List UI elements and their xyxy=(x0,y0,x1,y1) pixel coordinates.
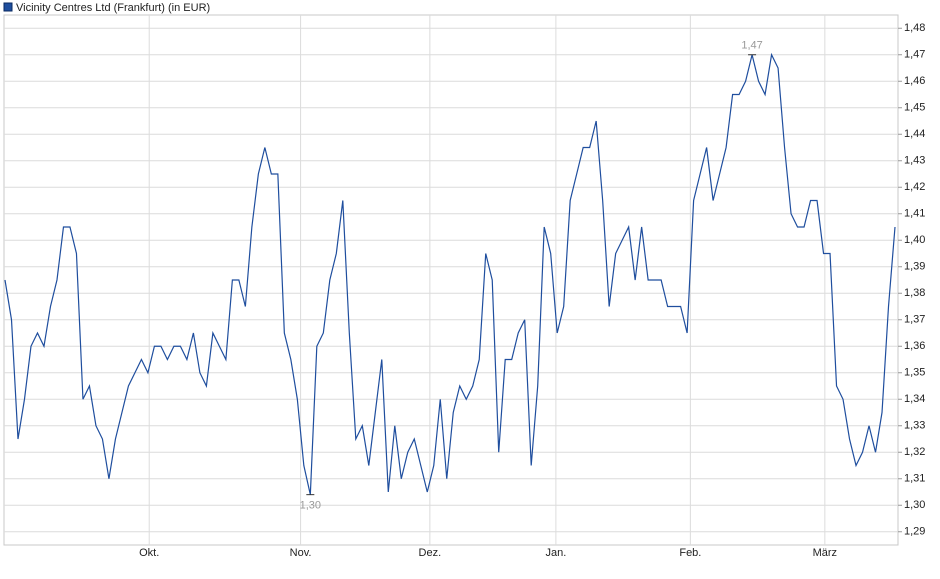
y-tick-label: 1,40 xyxy=(904,234,925,246)
legend-swatch xyxy=(3,2,13,12)
x-tick-label: Okt. xyxy=(139,547,159,559)
y-tick-label: 1,37 xyxy=(904,314,925,326)
y-tick-label: 1,47 xyxy=(904,49,925,61)
y-tick-label: 1,46 xyxy=(904,75,925,87)
y-tick-label: 1,45 xyxy=(904,102,925,114)
x-tick-label: Jan. xyxy=(545,547,566,559)
y-tick-label: 1,36 xyxy=(904,340,925,352)
y-tick-label: 1,35 xyxy=(904,367,925,379)
y-tick-label: 1,34 xyxy=(904,393,925,405)
y-tick-label: 1,39 xyxy=(904,261,925,273)
y-tick-label: 1,41 xyxy=(904,208,925,220)
extreme-label: 1,30 xyxy=(300,500,321,512)
y-tick-label: 1,38 xyxy=(904,287,925,299)
y-tick-label: 1,32 xyxy=(904,446,925,458)
extreme-label: 1,47 xyxy=(741,40,762,52)
legend-label: Vicinity Centres Ltd (Frankfurt) (in EUR… xyxy=(16,2,210,14)
y-tick-label: 1,43 xyxy=(904,155,925,167)
x-tick-label: Nov. xyxy=(290,547,312,559)
x-tick-label: März xyxy=(813,547,837,559)
y-tick-label: 1,42 xyxy=(904,181,925,193)
x-tick-label: Dez. xyxy=(419,547,442,559)
y-tick-label: 1,31 xyxy=(904,473,925,485)
y-tick-label: 1,29 xyxy=(904,526,925,538)
y-tick-label: 1,30 xyxy=(904,499,925,511)
price-line xyxy=(4,52,896,495)
y-tick-label: 1,44 xyxy=(904,128,925,140)
x-tick-label: Feb. xyxy=(679,547,701,559)
y-tick-label: 1,48 xyxy=(904,22,925,34)
y-tick-label: 1,33 xyxy=(904,420,925,432)
plot-frame xyxy=(3,14,899,546)
